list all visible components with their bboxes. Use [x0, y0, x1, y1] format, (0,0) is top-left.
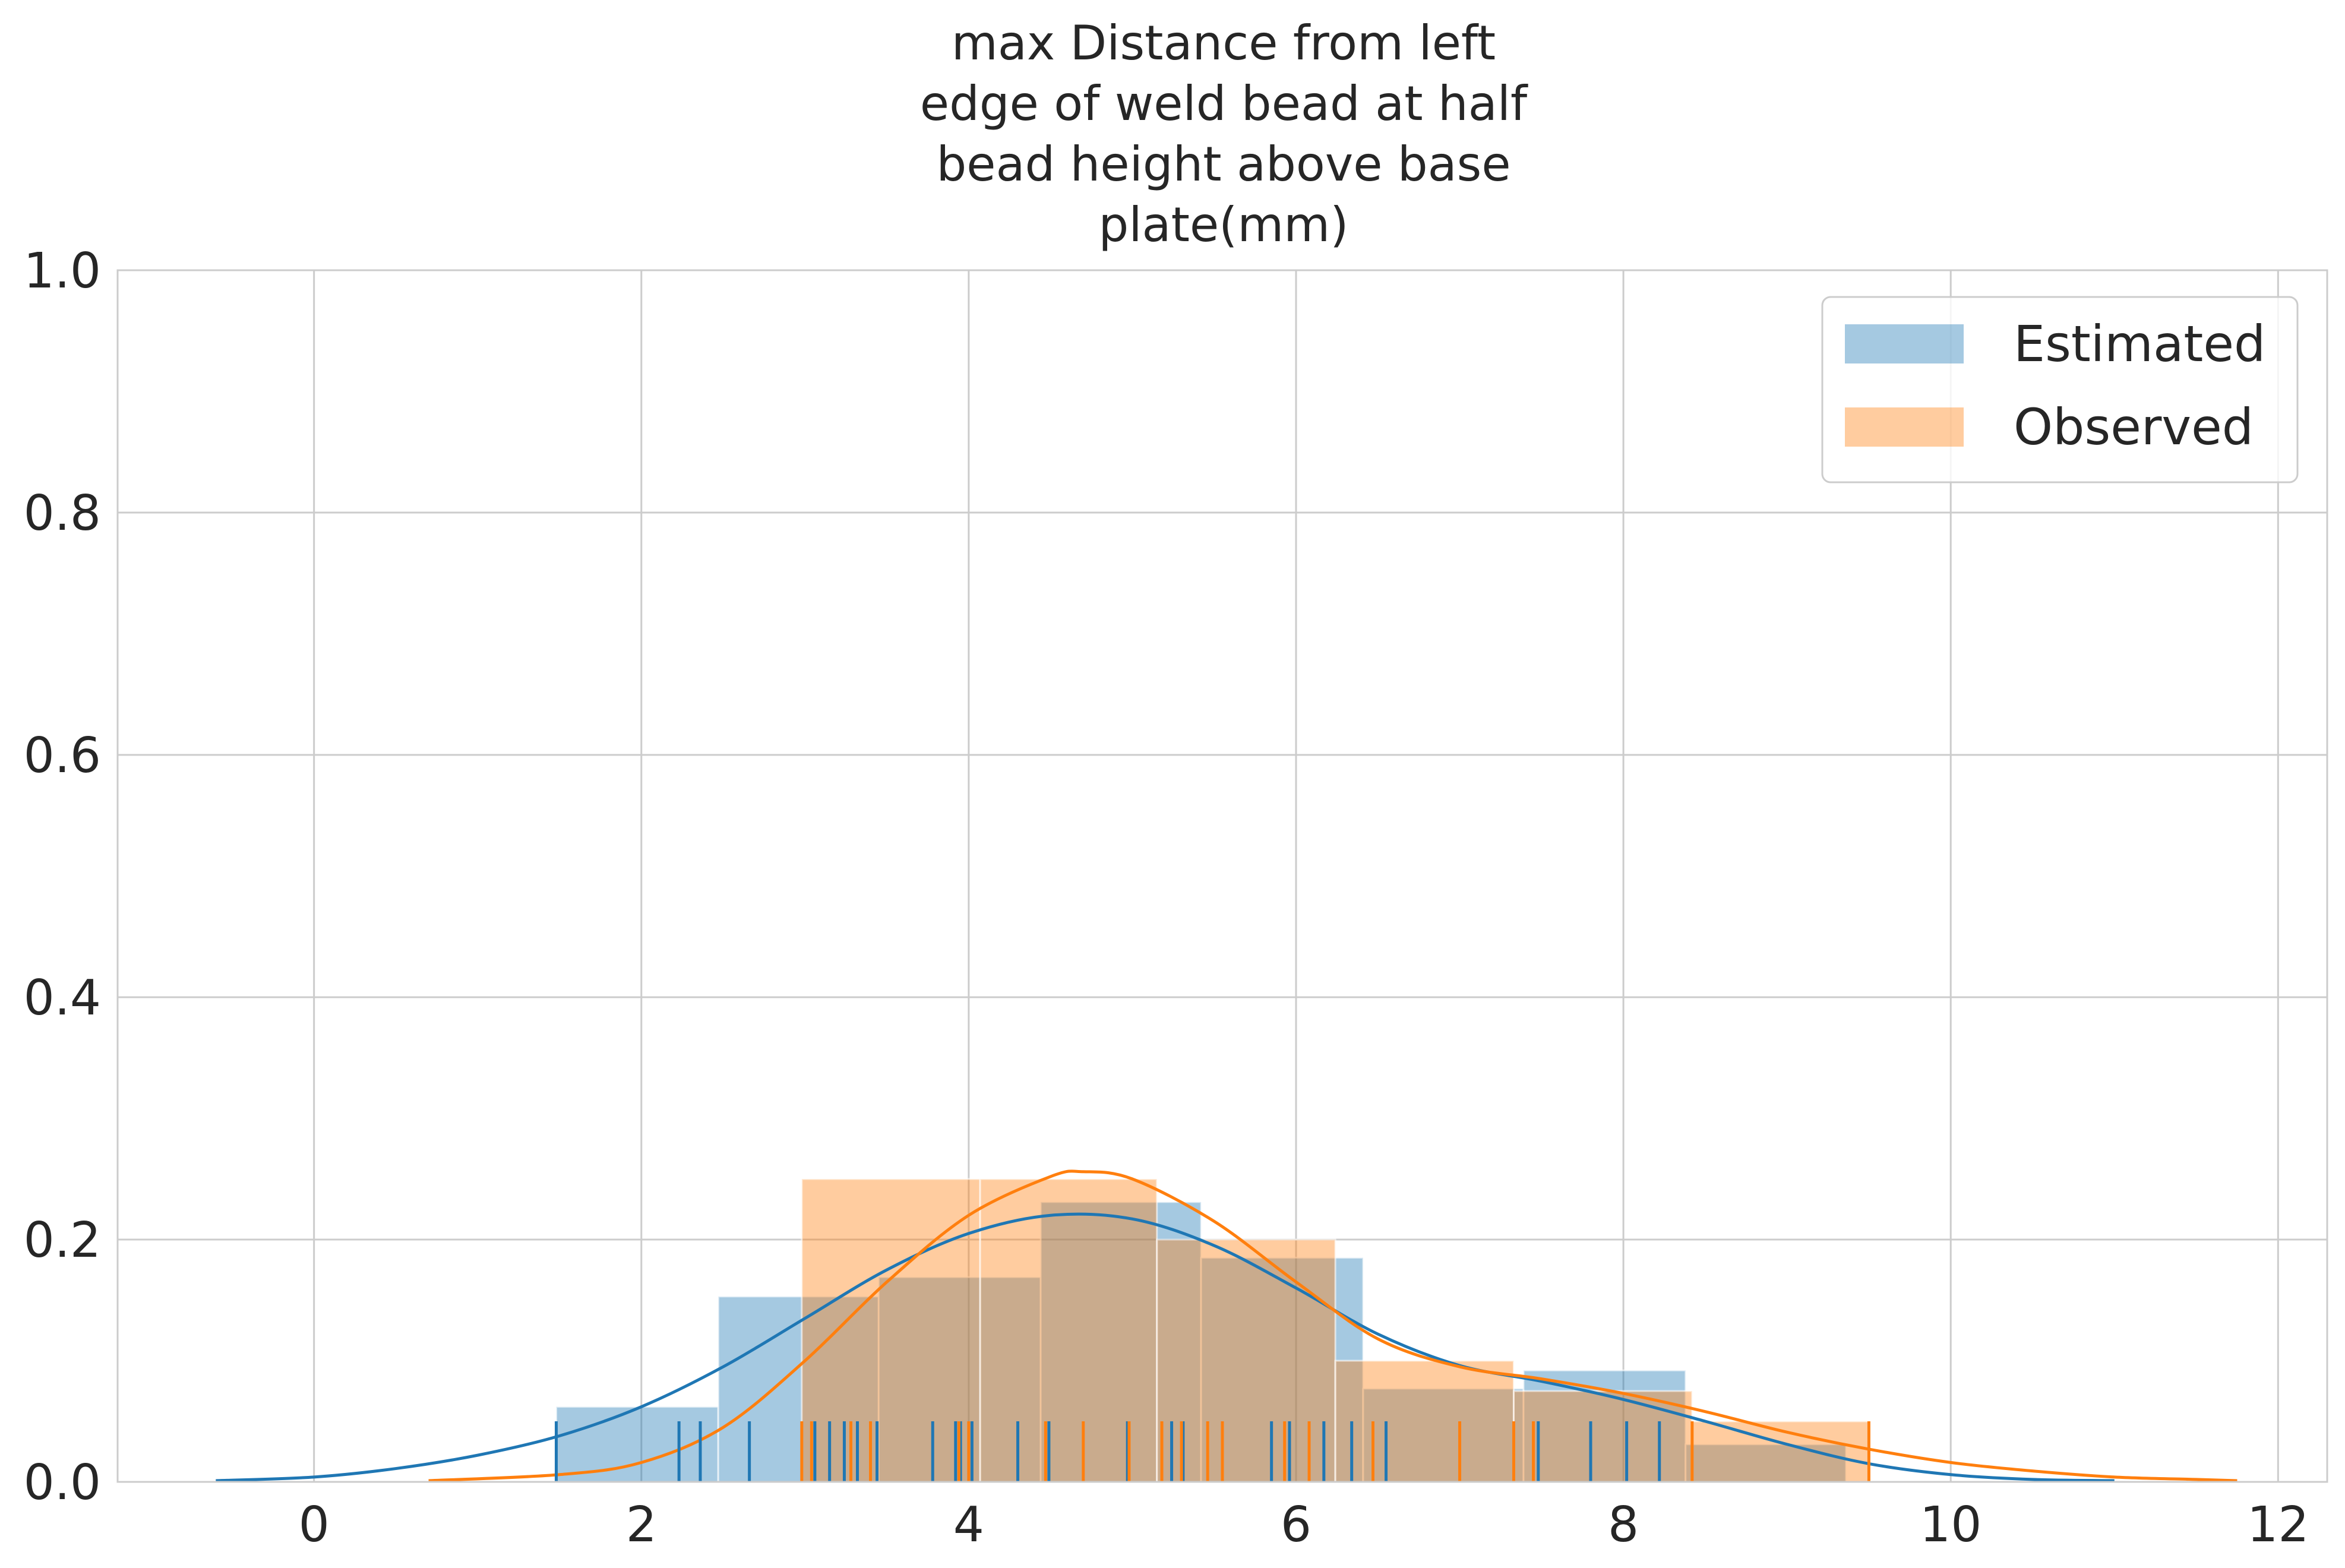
legend-swatch-estimated: [1845, 324, 1964, 363]
y-tick-labels: 0.0 0.2 0.4 0.6 0.8 1.0: [24, 243, 101, 1511]
x-tick-label: 8: [1608, 1497, 1639, 1553]
x-tick-label: 0: [299, 1497, 330, 1553]
y-tick-label: 0.8: [24, 485, 101, 542]
y-tick-label: 0.2: [24, 1212, 101, 1269]
histogram-observed: [801, 1178, 1870, 1483]
y-tick-label: 0.4: [24, 970, 101, 1026]
hist-bar-observed: [1512, 1390, 1693, 1483]
hist-bar-observed: [1334, 1360, 1515, 1483]
legend-label-estimated: Estimated: [2014, 315, 2265, 373]
histogram-estimated: [555, 1201, 1847, 1483]
hist-bar-estimated: [1685, 1443, 1847, 1483]
plot-frame: [116, 269, 2328, 1483]
x-tick-label: 2: [626, 1497, 657, 1553]
legend: Estimated Observed: [1821, 296, 2299, 483]
hist-bar-observed: [1156, 1238, 1336, 1483]
rug-marks: [554, 1421, 1870, 1482]
x-tick-label: 10: [1920, 1497, 1981, 1553]
title-line-2: edge of weld bead at half: [920, 76, 1528, 131]
title-line-3: bead height above base: [936, 137, 1510, 192]
chart-title: max Distance from left edge of weld bead…: [920, 15, 1528, 252]
x-tick-label: 12: [2247, 1497, 2309, 1553]
legend-box: [1821, 296, 2299, 483]
x-tick-labels: 0 2 4 6 8 10 12: [299, 1497, 2309, 1553]
title-line-4: plate(mm): [1099, 197, 1349, 252]
y-tick-label: 1.0: [24, 243, 101, 299]
x-tick-label: 4: [953, 1497, 984, 1553]
x-tick-label: 6: [1281, 1497, 1311, 1553]
kde-line-observed: [428, 1169, 2237, 1482]
y-tick-label: 0.0: [24, 1455, 101, 1511]
legend-label-observed: Observed: [2014, 398, 2254, 456]
y-tick-label: 0.6: [24, 728, 101, 784]
legend-swatch-observed: [1845, 407, 1964, 447]
title-line-1: max Distance from left: [952, 15, 1496, 71]
